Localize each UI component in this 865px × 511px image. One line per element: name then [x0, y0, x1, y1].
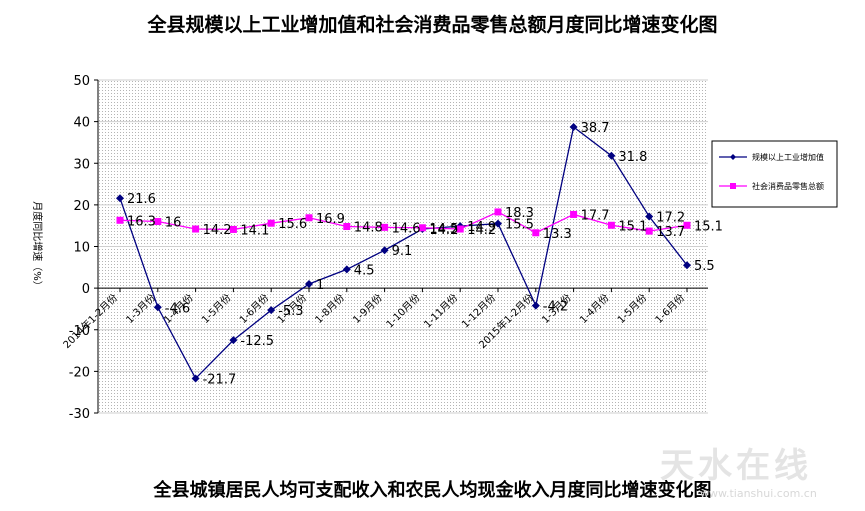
- data-point: [456, 225, 464, 233]
- data-label: 4.5: [354, 263, 375, 278]
- legend-marker-retail: [730, 183, 736, 189]
- data-point: [342, 265, 351, 274]
- data-point: [607, 221, 615, 229]
- legend-label-retail: 社会消费品零售总额: [752, 181, 824, 191]
- data-point: [380, 246, 389, 255]
- data-point: [531, 301, 540, 310]
- data-point: [153, 303, 162, 312]
- data-label: -5.3: [278, 304, 303, 319]
- data-label: -4.2: [543, 300, 568, 315]
- legend-label-industry: 规模以上工业增加值: [752, 152, 824, 162]
- data-point: [116, 194, 124, 203]
- data-point: [229, 225, 237, 233]
- data-point: [154, 218, 162, 226]
- data-point: [418, 224, 426, 232]
- y-axis: -30 -20 -10 0 10 20 30 40 50: [69, 74, 99, 422]
- data-label: 9.1: [392, 244, 413, 259]
- data-label: -4.6: [165, 301, 190, 316]
- y-tick-label: 30: [73, 157, 90, 172]
- data-label: 17.2: [656, 211, 685, 226]
- series-line-0: [119, 125, 688, 380]
- data-label: 14.1: [240, 223, 269, 238]
- y-tick-label: -10: [69, 324, 90, 339]
- data-point: [192, 225, 200, 233]
- watermark-url: www.tianshui.com.cn: [700, 487, 817, 500]
- data-label: 13.3: [543, 227, 572, 242]
- data-point: [381, 223, 389, 231]
- y-axis-label: 月度同比增速（%）: [31, 201, 44, 291]
- legend[interactable]: 规模以上工业增加值 社会消费品零售总额: [711, 140, 838, 208]
- data-label: 13.7: [656, 225, 685, 240]
- y-tick-label: -20: [69, 365, 90, 380]
- data-point: [683, 261, 691, 270]
- data-label: 16.3: [127, 214, 156, 229]
- data-point: [343, 223, 351, 231]
- data-point: [607, 151, 616, 160]
- data-label: 38.7: [581, 121, 610, 136]
- data-point: [267, 306, 276, 315]
- legend-marker-industry: [730, 154, 736, 160]
- data-label: 15.1: [694, 219, 723, 234]
- data-label: 14.2: [429, 223, 458, 238]
- y-tick-label: 10: [73, 241, 90, 256]
- data-label: 18.3: [505, 206, 534, 221]
- y-tick-label: 0: [82, 282, 90, 297]
- data-point: [229, 336, 238, 345]
- data-point: [570, 210, 578, 218]
- data-label: -21.7: [203, 372, 237, 387]
- y-tick-label: 20: [73, 199, 90, 214]
- series-group: [116, 123, 691, 383]
- data-point: [267, 219, 275, 227]
- watermark-logo: 天水在线: [660, 446, 812, 486]
- data-label: 21.6: [127, 192, 156, 207]
- data-point: [305, 214, 313, 222]
- data-point: [683, 221, 691, 229]
- gridlines: [98, 79, 708, 414]
- data-point: [494, 208, 502, 216]
- y-tick-label: 40: [73, 116, 90, 131]
- legend-box: [711, 140, 838, 208]
- series-line-1: [119, 211, 688, 234]
- data-point: [645, 227, 653, 235]
- data-label: 15.1: [618, 219, 647, 234]
- data-label: 14.2: [467, 223, 496, 238]
- data-label: 14.6: [392, 221, 421, 236]
- data-labels: 21.6-4.6-21.7-12.5-5.314.59.114.2 14.9 15.…: [127, 121, 723, 387]
- data-label: 14.9: [467, 220, 496, 235]
- data-point: [305, 279, 313, 288]
- y-tick-label: 50: [73, 74, 90, 89]
- data-label: 31.8: [618, 150, 647, 165]
- data-label: -12.5: [240, 334, 274, 349]
- data-label: 14.8: [354, 221, 383, 236]
- data-label: 14.2: [203, 223, 232, 238]
- chart-title: 全县规模以上工业增加值和社会消费品零售总额月度同比增速变化图: [147, 14, 718, 36]
- data-label: 16.9: [316, 212, 345, 227]
- data-point: [116, 216, 124, 224]
- data-label: 1: [316, 278, 324, 293]
- data-point: [532, 229, 540, 237]
- data-label: 5.5: [694, 259, 715, 274]
- data-point: [494, 219, 502, 228]
- data-label: 15.6: [278, 217, 307, 232]
- data-label: 15.5: [505, 218, 534, 233]
- data-label: 17.7: [581, 208, 610, 223]
- data-point: [569, 123, 578, 132]
- data-point: [191, 374, 200, 383]
- data-label: 16: [165, 216, 182, 231]
- data-point: [645, 212, 654, 221]
- second-chart-title: 全县城镇居民人均可支配收入和农民人均现金收入月度同比增速变化图: [153, 480, 712, 501]
- data-label: 14.5: [429, 222, 458, 237]
- y-tick-label: -30: [69, 407, 90, 422]
